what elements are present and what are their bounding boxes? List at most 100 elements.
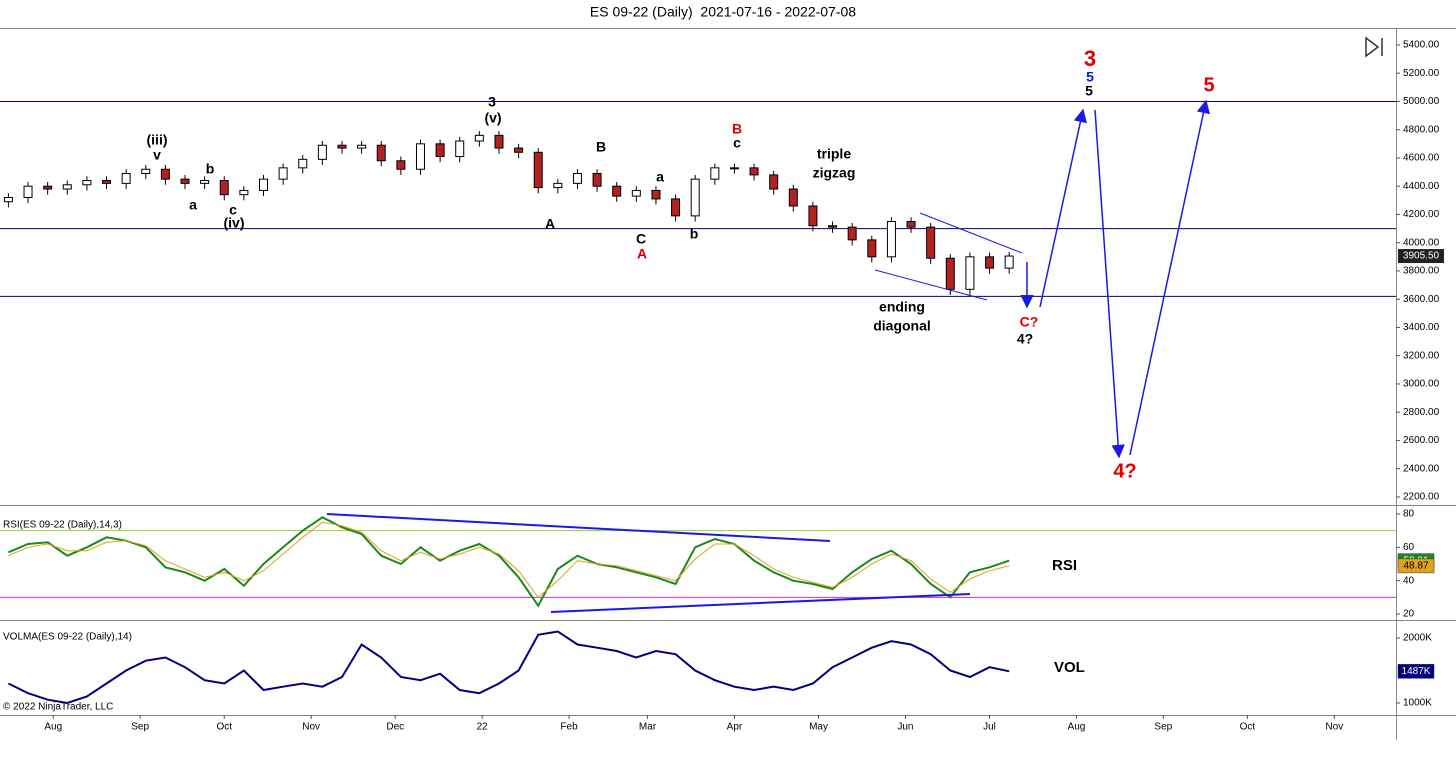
channel-line bbox=[874, 269, 988, 301]
candle-body bbox=[749, 167, 759, 176]
y-tick-label: 5400.00 bbox=[1403, 40, 1440, 51]
candle-body bbox=[3, 196, 13, 203]
candle-body bbox=[710, 167, 720, 180]
x-tick-label: Mar bbox=[639, 722, 657, 733]
candle-body bbox=[788, 188, 798, 207]
candle-body bbox=[514, 147, 524, 153]
candle-body bbox=[631, 189, 641, 197]
wave-label: 5 bbox=[1086, 69, 1094, 85]
candle-body bbox=[612, 185, 622, 197]
candle-body bbox=[239, 189, 249, 196]
y-tick-label: 3000.00 bbox=[1403, 379, 1440, 390]
candle-body bbox=[357, 144, 367, 149]
candle-body bbox=[278, 167, 288, 180]
y-tick-label: 40 bbox=[1403, 575, 1415, 586]
candle-body bbox=[886, 221, 896, 258]
toggle-icon[interactable] bbox=[1365, 36, 1383, 58]
y-tick-label: 4400.00 bbox=[1403, 181, 1440, 192]
candle-body bbox=[455, 140, 465, 158]
x-tick-label: Aug bbox=[44, 722, 62, 733]
wave-label: 3 bbox=[1084, 46, 1096, 71]
x-tick-label: Nov bbox=[1325, 722, 1343, 733]
candle-body bbox=[828, 225, 838, 228]
x-tick-label: 22 bbox=[477, 722, 489, 733]
x-tick-label: May bbox=[809, 722, 828, 733]
y-tick-label: 3200.00 bbox=[1403, 350, 1440, 361]
x-tick-label: Oct bbox=[1240, 722, 1256, 733]
candle-body bbox=[553, 182, 563, 189]
candle-body bbox=[965, 256, 975, 290]
value-marker bbox=[1397, 664, 1435, 679]
candle-body bbox=[396, 160, 406, 170]
y-tick-label: 2000K bbox=[1403, 633, 1432, 644]
arrow bbox=[1129, 99, 1211, 456]
series-line bbox=[8, 516, 1010, 608]
rsi-trend-line bbox=[550, 593, 971, 613]
y-tick-label: 1000K bbox=[1403, 698, 1432, 709]
wave-label: C? bbox=[1020, 314, 1039, 330]
candle-body bbox=[219, 180, 229, 196]
rsi-trend-line bbox=[326, 513, 831, 542]
candle-body bbox=[259, 178, 269, 191]
wave-label: A bbox=[545, 216, 555, 232]
y-tick-label: 3800.00 bbox=[1403, 266, 1440, 277]
candle-body bbox=[376, 144, 386, 162]
candle-body bbox=[180, 178, 190, 184]
wave-label: c bbox=[733, 135, 741, 151]
value-marker-label: 1487K bbox=[1402, 666, 1431, 677]
drawings bbox=[326, 36, 1383, 613]
wave-label: B bbox=[596, 139, 606, 155]
y-tick-label: 5200.00 bbox=[1403, 68, 1440, 79]
candle-body bbox=[847, 226, 857, 241]
y-tick-label: 2600.00 bbox=[1403, 435, 1440, 446]
wave-label: c bbox=[229, 202, 237, 218]
wave-note: ending bbox=[879, 299, 925, 315]
panel-title: RSI(ES 09-22 (Daily),14,3) bbox=[3, 520, 122, 531]
x-tick-label: Dec bbox=[386, 722, 404, 733]
candle-body bbox=[533, 151, 543, 189]
y-tick-label: 60 bbox=[1403, 542, 1415, 553]
wave-note: triple bbox=[817, 146, 851, 162]
candle-body bbox=[945, 257, 955, 290]
candle-body bbox=[298, 158, 308, 169]
candle-body bbox=[985, 256, 995, 269]
wave-label: b bbox=[206, 161, 215, 177]
candle-body bbox=[82, 180, 92, 186]
arrow bbox=[1039, 108, 1088, 308]
wave-label: a bbox=[189, 197, 197, 213]
candle-body bbox=[23, 185, 33, 198]
candle-body bbox=[572, 172, 582, 184]
wave-label: C bbox=[636, 231, 646, 247]
x-tick-label: Apr bbox=[727, 722, 743, 733]
wave-label: a bbox=[656, 169, 664, 185]
candle-body bbox=[729, 167, 739, 170]
x-tick-label: Jun bbox=[897, 722, 913, 733]
candle-body bbox=[906, 221, 916, 228]
candle-body bbox=[43, 185, 53, 190]
candle-body bbox=[160, 168, 170, 180]
wave-label: 4? bbox=[1017, 331, 1033, 347]
wave-label: 4? bbox=[1113, 460, 1136, 482]
candle-body bbox=[200, 180, 210, 184]
candle-body bbox=[808, 205, 818, 227]
wave-label: 3 bbox=[488, 94, 496, 110]
price-marker bbox=[1398, 249, 1444, 264]
y-tick-label: 5000.00 bbox=[1403, 96, 1440, 107]
candle-body bbox=[671, 198, 681, 217]
y-tick-label: 3600.00 bbox=[1403, 294, 1440, 305]
value-marker bbox=[1397, 558, 1435, 574]
panel-label: VOL bbox=[1054, 659, 1085, 676]
candle-body bbox=[651, 189, 661, 200]
candle-body bbox=[769, 174, 779, 190]
y-tick-label: 80 bbox=[1403, 509, 1415, 520]
plot-layer: Aug Sep Oct Nov Dec 22 Feb Mar Apr May Jun Jul Aug Se… bbox=[0, 40, 1444, 733]
panel-title: VOLMA(ES 09-22 (Daily),14) bbox=[3, 632, 132, 643]
candle-body bbox=[474, 134, 484, 142]
wave-note: diagonal bbox=[873, 318, 931, 334]
x-tick-label: Oct bbox=[216, 722, 232, 733]
wave-labels: (iii) v b a c (iv) 3 (v) A B a C A b B c… bbox=[147, 46, 1215, 482]
wave-label: 5 bbox=[1203, 74, 1214, 96]
wave-label: 5 bbox=[1085, 83, 1093, 99]
